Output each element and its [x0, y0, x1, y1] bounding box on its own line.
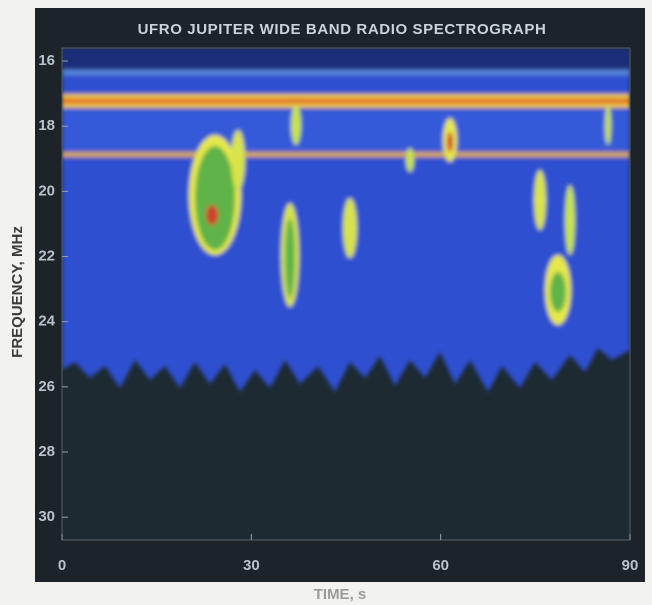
x-tick-label: 60 — [432, 557, 449, 574]
x-tick-label: 90 — [622, 557, 639, 574]
y-tick-label: 20 — [38, 182, 55, 199]
chart-title: UFRO JUPITER WIDE BAND RADIO SPECTROGRAP… — [138, 21, 547, 38]
x-tick-label: 30 — [243, 557, 260, 574]
spectrogram-image — [62, 48, 630, 540]
y-tick-label: 24 — [38, 313, 55, 330]
y-axis-label: FREQUENCY, MHz — [9, 226, 26, 358]
y-tick-label: 22 — [38, 247, 55, 264]
y-tick-label: 26 — [38, 378, 55, 395]
y-tick-label: 18 — [38, 117, 55, 134]
x-tick-label: 0 — [58, 557, 66, 574]
x-axis-label: TIME, s — [314, 586, 367, 603]
y-tick-label: 28 — [38, 443, 55, 460]
y-tick-label: 30 — [38, 508, 55, 525]
chart: UFRO JUPITER WIDE BAND RADIO SPECTROGRAP… — [0, 0, 652, 605]
y-tick-label: 16 — [38, 52, 55, 69]
